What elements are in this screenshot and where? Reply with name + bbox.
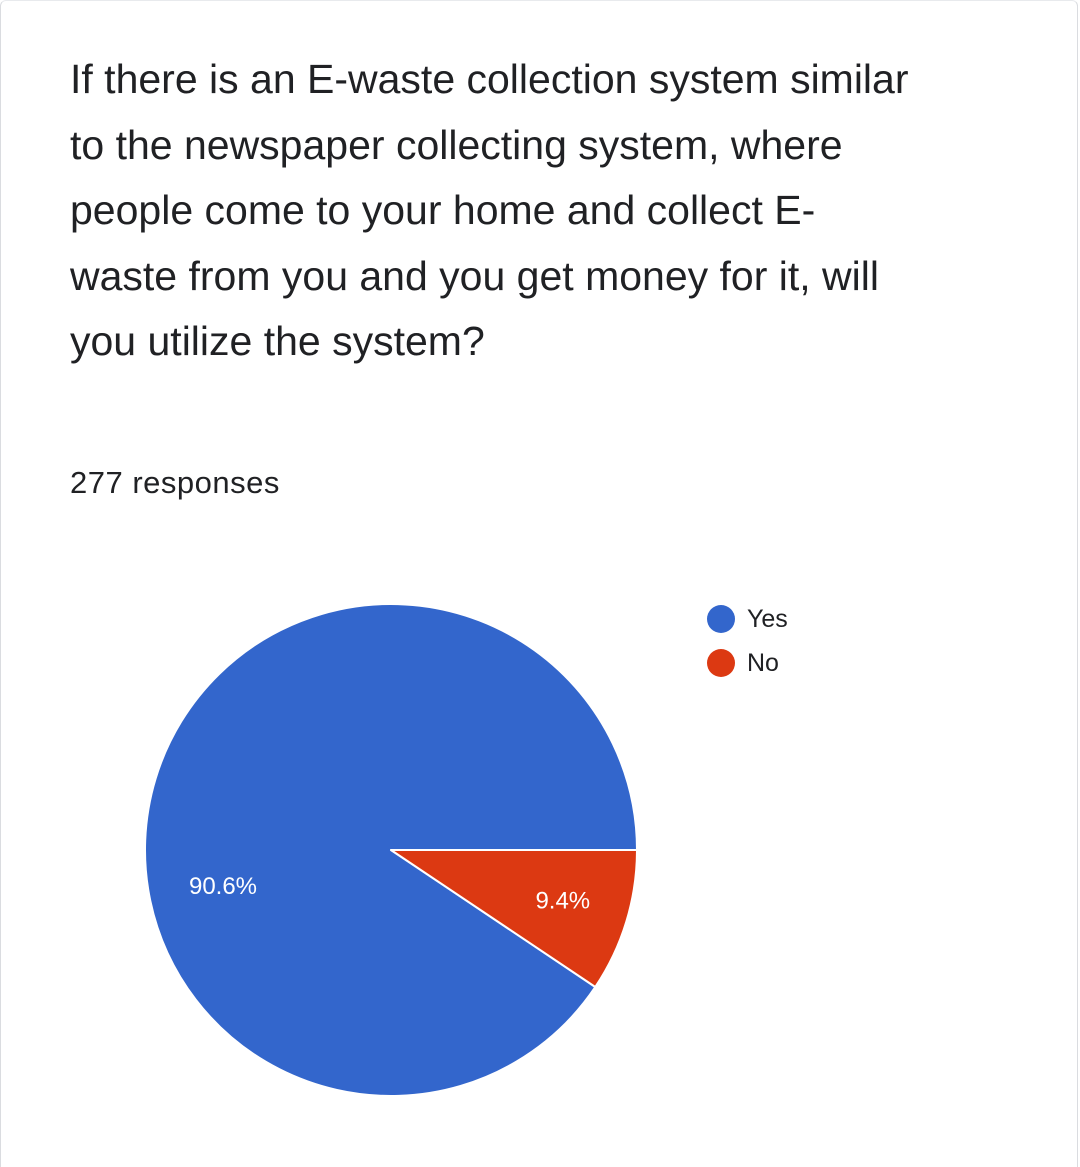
pie-chart: 90.6% 9.4%	[144, 603, 638, 1097]
chart-legend: Yes No	[707, 597, 788, 685]
legend-label-yes: Yes	[747, 604, 788, 633]
legend-item-yes[interactable]: Yes	[707, 597, 788, 641]
legend-swatch-no	[707, 649, 735, 677]
pie-label-no: 9.4%	[535, 888, 590, 915]
pie-label-yes: 90.6%	[189, 873, 257, 900]
legend-item-no[interactable]: No	[707, 641, 788, 685]
legend-label-no: No	[747, 648, 779, 677]
question-title: If there is an E-waste collection system…	[70, 56, 909, 364]
legend-swatch-yes	[707, 605, 735, 633]
pie-slice-no[interactable]	[390, 849, 638, 988]
response-count: 277 responses	[70, 465, 280, 500]
